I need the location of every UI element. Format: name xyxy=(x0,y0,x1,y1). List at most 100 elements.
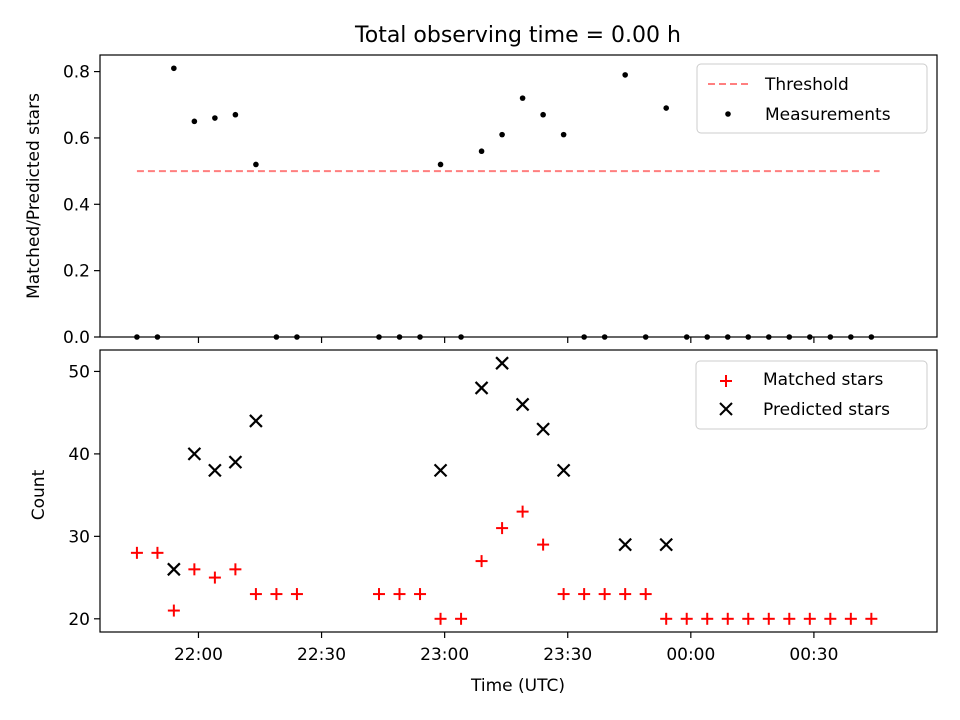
bottom-y-tick-label: 30 xyxy=(68,527,90,547)
predicted-star-point xyxy=(556,463,571,478)
measurement-point xyxy=(581,334,587,340)
measurement-point xyxy=(478,148,485,155)
top-axes: 0.00.20.40.60.8 Matched/Predicted stars … xyxy=(24,54,938,348)
matched-star-point xyxy=(783,612,796,625)
top-y-tick-label: 0.6 xyxy=(63,129,90,149)
bottom-legend: Matched stars Predicted stars xyxy=(695,360,928,430)
bottom-x-tick-label: 00:30 xyxy=(789,645,838,665)
legend-threshold-label: Threshold xyxy=(764,75,849,95)
predicted-star-point xyxy=(433,463,448,478)
top-axes-frame xyxy=(99,54,938,338)
matched-star-point xyxy=(373,588,385,601)
measurement-point xyxy=(560,131,567,138)
matched-star-point xyxy=(229,563,242,576)
matched-star-point xyxy=(151,546,164,559)
predicted-star-point xyxy=(228,455,243,469)
measurement-point xyxy=(868,334,875,340)
matched-star-point xyxy=(496,522,509,535)
predicted-star-point xyxy=(495,356,509,370)
matched-star-point xyxy=(516,505,529,518)
top-legend: Threshold Measurements xyxy=(696,63,928,134)
matched-star-point xyxy=(455,612,468,625)
matched-star-point xyxy=(742,612,755,625)
predicted-star-point xyxy=(659,537,673,552)
matched-star-point xyxy=(167,604,180,617)
measurement-point xyxy=(848,334,854,340)
matched-star-point xyxy=(208,571,221,584)
matched-star-point xyxy=(393,588,406,601)
measurement-point xyxy=(212,115,218,121)
top-legend-box xyxy=(696,63,928,134)
legend-matched-label: Matched stars xyxy=(763,370,883,390)
predicted-star-point xyxy=(515,397,530,412)
bottom-legend-box xyxy=(695,360,928,430)
predicted-star-point xyxy=(536,422,550,436)
matched-star-point xyxy=(290,588,303,601)
bottom-x-ticks: 22:00 22:30 23:00 23:30 00:00 00:30 xyxy=(174,632,838,665)
matched-star-point xyxy=(414,588,427,601)
legend-measurements-swatch xyxy=(725,111,731,117)
measurements-points xyxy=(134,65,875,340)
predicted-star-point xyxy=(474,381,489,395)
measurement-point xyxy=(745,334,752,340)
count-points xyxy=(130,356,878,625)
measurement-point xyxy=(663,105,670,111)
measurement-point xyxy=(765,334,772,340)
matched-star-point xyxy=(270,588,283,601)
matched-star-point xyxy=(865,612,878,625)
top-y-tick-label: 0.8 xyxy=(63,63,90,83)
bottom-y-ticks: 20 30 40 50 xyxy=(68,362,100,630)
measurement-point xyxy=(499,131,505,138)
chart-title: Total observing time = 0.00 h xyxy=(354,23,681,48)
measurement-point xyxy=(458,334,464,340)
matched-star-point xyxy=(434,612,447,625)
legend-matched-swatch xyxy=(720,375,732,387)
bottom-axes-frame xyxy=(99,349,938,633)
bottom-y-axis-label: Count xyxy=(29,469,49,520)
measurement-point xyxy=(704,334,711,340)
predicted-star-point xyxy=(187,447,202,461)
measurement-point xyxy=(154,334,161,340)
matched-star-point xyxy=(619,588,632,601)
measurement-point xyxy=(540,111,546,118)
measurement-point xyxy=(786,334,793,340)
matched-star-point xyxy=(130,546,143,559)
matched-star-point xyxy=(680,612,693,625)
matched-star-point xyxy=(475,555,488,568)
predicted-star-point xyxy=(167,562,181,577)
measurement-point xyxy=(724,334,731,340)
matched-star-point xyxy=(803,612,816,625)
top-y-axis-label: Matched/Predicted stars xyxy=(24,93,44,299)
bottom-x-tick-label: 00:00 xyxy=(666,645,715,665)
measurement-point xyxy=(232,111,239,118)
matched-star-point xyxy=(762,612,775,625)
top-y-tick-label: 0.4 xyxy=(63,195,90,215)
matched-star-point xyxy=(578,588,591,601)
legend-predicted-label: Predicted stars xyxy=(763,400,890,420)
predicted-star-point xyxy=(249,414,263,428)
matched-star-point xyxy=(557,588,570,601)
predicted-star-point xyxy=(208,463,222,478)
bottom-x-tick-label: 23:00 xyxy=(420,645,469,665)
matched-star-point xyxy=(660,612,673,625)
measurement-point xyxy=(601,334,608,340)
measurement-point xyxy=(396,334,403,340)
bottom-x-tick-label: 23:30 xyxy=(543,645,592,665)
bottom-y-tick-label: 20 xyxy=(68,610,90,630)
bottom-y-tick-label: 40 xyxy=(68,445,90,465)
matched-star-point xyxy=(721,612,734,625)
matched-star-point xyxy=(701,612,714,625)
bottom-x-tick-label: 22:00 xyxy=(174,645,223,665)
measurement-point xyxy=(376,334,382,340)
top-y-tick-label: 0.2 xyxy=(63,262,90,282)
legend-measurements-label: Measurements xyxy=(765,105,891,125)
measurement-point xyxy=(134,334,140,340)
x-axis-label: Time (UTC) xyxy=(470,676,565,696)
measurement-point xyxy=(294,334,300,340)
measurement-point xyxy=(519,95,526,101)
measurement-point xyxy=(437,161,444,168)
top-y-tick-label: 0.0 xyxy=(63,328,90,348)
matched-star-point xyxy=(188,563,201,576)
